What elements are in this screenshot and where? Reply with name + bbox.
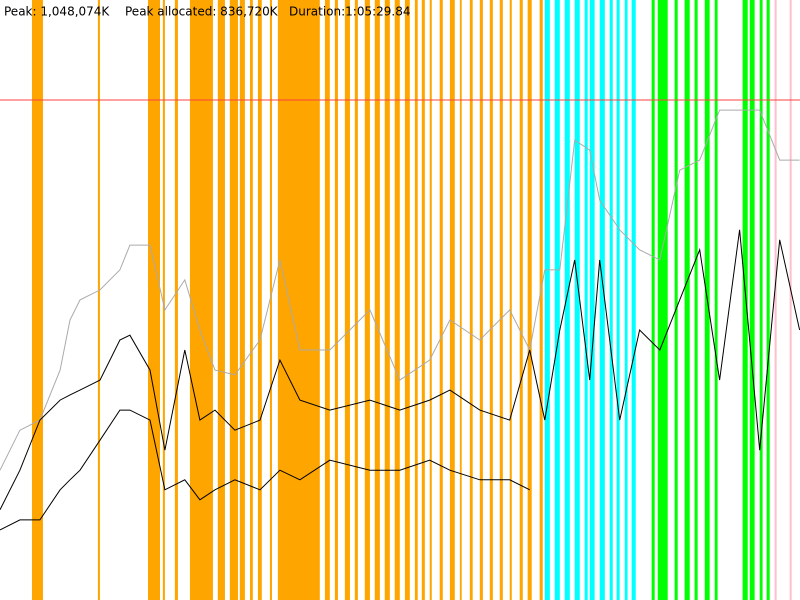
event-band — [544, 0, 550, 600]
event-band — [479, 0, 483, 600]
series-line — [0, 109, 800, 471]
event-band — [674, 0, 678, 600]
event-band — [616, 0, 620, 600]
event-band — [469, 0, 473, 600]
event-band — [624, 0, 628, 600]
event-band — [429, 0, 432, 600]
event-band — [759, 0, 763, 600]
event-band — [554, 0, 560, 600]
event-band — [609, 0, 613, 600]
event-band — [499, 0, 503, 600]
stat-peak-allocated: Peak allocated: 836,720K — [125, 5, 279, 19]
stat-peak: Peak: 1,048,074K — [4, 5, 110, 19]
event-band — [599, 0, 605, 600]
event-band — [766, 0, 770, 600]
event-band — [174, 0, 178, 600]
event-band — [394, 0, 400, 600]
event-band — [684, 0, 690, 600]
event-band — [257, 0, 262, 600]
event-band — [539, 0, 543, 600]
event-band — [694, 0, 698, 600]
event-band — [229, 0, 238, 600]
event-band — [489, 0, 493, 600]
event-band — [651, 0, 655, 600]
event-band — [364, 0, 370, 600]
event-band — [589, 0, 595, 600]
event-band — [162, 0, 165, 600]
event-band — [147, 0, 161, 600]
event-band — [97, 0, 100, 600]
event-band — [519, 0, 523, 600]
event-band — [249, 0, 253, 600]
event-band — [354, 0, 358, 600]
event-band — [789, 0, 792, 600]
event-band — [657, 0, 668, 600]
series-line — [0, 229, 800, 511]
stat-duration: Duration:1:05:29.84 — [289, 5, 411, 19]
event-band — [31, 0, 43, 600]
event-band — [404, 0, 410, 600]
event-band — [384, 0, 390, 600]
event-band — [459, 0, 462, 600]
event-bands — [31, 0, 792, 600]
event-band — [527, 0, 532, 600]
event-band — [374, 0, 380, 600]
event-band — [774, 0, 777, 600]
event-band — [631, 0, 636, 600]
event-band — [584, 0, 588, 600]
series-lines — [0, 99, 800, 531]
event-band — [439, 0, 443, 600]
event-band — [277, 0, 320, 600]
series-line — [0, 409, 530, 531]
event-band — [344, 0, 350, 600]
event-band — [742, 0, 748, 600]
event-band — [421, 0, 425, 600]
event-band — [217, 0, 225, 600]
event-band — [324, 0, 330, 600]
event-band — [269, 0, 272, 600]
event-band — [334, 0, 338, 600]
event-band — [574, 0, 580, 600]
stats: Peak: 1,048,074K Peak allocated: 836,720… — [4, 5, 411, 19]
event-band — [239, 0, 245, 600]
event-band — [414, 0, 418, 600]
event-band — [564, 0, 570, 600]
event-band — [449, 0, 455, 600]
event-band — [749, 0, 755, 600]
event-band — [509, 0, 512, 600]
event-band — [714, 0, 718, 600]
event-band — [189, 0, 213, 600]
